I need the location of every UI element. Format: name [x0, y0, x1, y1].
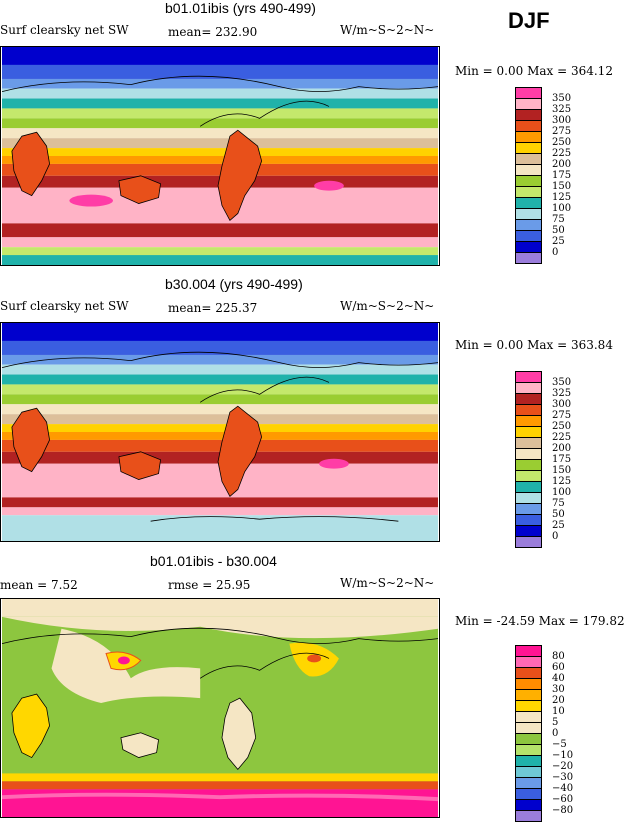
colorbar-level-label: −20 [552, 761, 574, 772]
colorbar-level-label: 50 [552, 509, 565, 520]
panel-2-map [0, 322, 440, 542]
colorbar-swatch [515, 810, 542, 822]
colorbar-level-label: 5 [552, 717, 559, 728]
panel-1-colorbar: 350 325 300 275 250 225 200 175 150 125 100 75 50 25 0 [515, 87, 585, 266]
colorbar-level-label: 100 [552, 203, 572, 214]
panel-3-rmse: rmse = 25.95 [168, 578, 251, 592]
season-label: DJF [508, 8, 550, 33]
panel-1-minmax: Min = 0.00 Max = 364.12 [455, 64, 613, 78]
colorbar-level-label: 150 [552, 465, 572, 476]
colorbar-level-label: 350 [552, 93, 572, 104]
panel-1-units: W/m~S~2~N~ [340, 23, 435, 37]
panel-3-mean: mean = 7.52 [0, 578, 78, 592]
panel-2-units: W/m~S~2~N~ [340, 299, 435, 313]
colorbar-level-label: 250 [552, 421, 572, 432]
panel-2-minmax: Min = 0.00 Max = 363.84 [455, 338, 613, 352]
colorbar-level-label: 300 [552, 115, 572, 126]
colorbar-level-label: 50 [552, 225, 565, 236]
panel-3-title: b01.01ibis - b30.004 [150, 553, 277, 569]
panel-1-map [0, 46, 440, 266]
colorbar-level-label: 225 [552, 432, 572, 443]
colorbar-level-label: 25 [552, 520, 565, 531]
colorbar-level-label: 175 [552, 170, 572, 181]
colorbar-level-label: −5 [552, 739, 567, 750]
colorbar-level-label: 75 [552, 214, 565, 225]
colorbar-level-label: −40 [552, 783, 574, 794]
colorbar-level-label: 250 [552, 137, 572, 148]
colorbar-swatch [515, 252, 542, 264]
colorbar-level-label: 30 [552, 684, 565, 695]
colorbar-level-label: −60 [552, 794, 574, 805]
colorbar-level-label: −80 [552, 805, 574, 816]
colorbar-level-label: 80 [552, 651, 565, 662]
colorbar-level-label: 325 [552, 388, 572, 399]
colorbar-swatch [515, 536, 542, 548]
panel-1-variable-label: Surf clearsky net SW [0, 23, 129, 37]
colorbar-level-label: 325 [552, 104, 572, 115]
colorbar-level-label: 350 [552, 377, 572, 388]
colorbar-level-label: 200 [552, 159, 572, 170]
colorbar-level-label: 60 [552, 662, 565, 673]
colorbar-level-label: 40 [552, 673, 565, 684]
colorbar-level-label: 300 [552, 399, 572, 410]
colorbar-level-label: 0 [552, 728, 559, 739]
colorbar-level-label: 20 [552, 695, 565, 706]
panel-3-map [0, 598, 440, 818]
colorbar-level-label: 125 [552, 192, 572, 203]
panel-3-minmax: Min = -24.59 Max = 179.82 [455, 614, 625, 628]
panel-2-variable-label: Surf clearsky net SW [0, 299, 129, 313]
colorbar-level-label: 175 [552, 454, 572, 465]
colorbar-level-label: 25 [552, 236, 565, 247]
colorbar-level-label: −30 [552, 772, 574, 783]
colorbar-level-label: 150 [552, 181, 572, 192]
colorbar-level-label: 0 [552, 247, 559, 258]
panel-2-title: b30.004 (yrs 490-499) [165, 276, 303, 292]
colorbar-level-label: −10 [552, 750, 574, 761]
panel-3-colorbar: 80 60 40 30 20 10 5 0 −5 −10 −20 −30 −40 −60 −80 [515, 645, 585, 824]
colorbar-level-label: 125 [552, 476, 572, 487]
colorbar-level-label: 100 [552, 487, 572, 498]
panel-2-colorbar: 350 325 300 275 250 225 200 175 150 125 100 75 50 25 0 [515, 371, 585, 550]
colorbar-level-label: 10 [552, 706, 565, 717]
panel-1-mean: mean= 232.90 [168, 25, 258, 39]
colorbar-level-label: 0 [552, 531, 559, 542]
panel-1-title: b01.01ibis (yrs 490-499) [165, 0, 316, 16]
colorbar-level-label: 200 [552, 443, 572, 454]
colorbar-level-label: 275 [552, 410, 572, 421]
panel-2-mean: mean= 225.37 [168, 301, 258, 315]
colorbar-level-label: 75 [552, 498, 565, 509]
colorbar-level-label: 275 [552, 126, 572, 137]
colorbar-level-label: 225 [552, 148, 572, 159]
panel-3-units: W/m~S~2~N~ [340, 576, 435, 590]
